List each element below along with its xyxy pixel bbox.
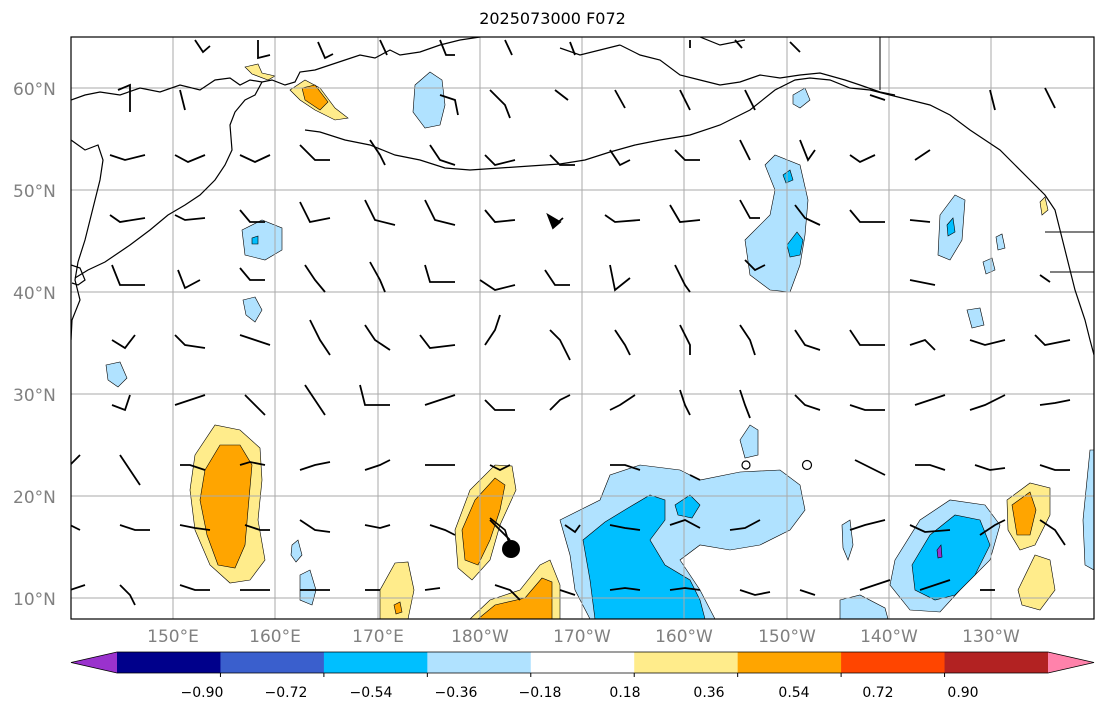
lat-label: 10°N (13, 590, 56, 610)
colorbar-tick-label: 0.72 (862, 685, 893, 701)
lon-label: 140°W (860, 627, 918, 647)
colorbar-tick-label: −0.36 (435, 685, 478, 701)
negative-contour-small-9 (792, 87, 811, 109)
lon-label: 150°W (758, 627, 816, 647)
colorbar-tick-label: −0.90 (181, 685, 224, 701)
colorbar-ticks (219, 673, 946, 677)
map-title: 2025073000 F072 (479, 9, 626, 28)
negative-contour-north (412, 71, 446, 129)
colorbar-segment (220, 652, 325, 673)
negative-core-east-ridge (946, 217, 956, 237)
map-frame (70, 36, 1095, 620)
lon-label: 160°W (655, 627, 713, 647)
colorbar-segment (530, 652, 635, 673)
negative-contour-small-5 (1082, 449, 1094, 571)
colorbar-extend-high (1048, 652, 1094, 673)
country-borders (879, 37, 1094, 273)
lon-label: 160°E (249, 627, 301, 647)
colorbar-tick-label: 0.90 (947, 685, 978, 701)
lat-label: 50°N (13, 182, 56, 202)
negative-core-central-2 (674, 494, 701, 519)
coastlines (71, 37, 1094, 356)
graticule (71, 37, 1094, 619)
anomaly-shading (105, 63, 1094, 619)
negative-core-arc-top (782, 169, 794, 184)
coast-northwest (1059, 229, 1094, 356)
colorbar-segment (944, 652, 1049, 673)
colorbar-segment (841, 652, 946, 673)
negative-core-arc (786, 231, 804, 258)
latitude-labels: 60°N 50°N 40°N 30°N 20°N 10°N (13, 80, 56, 610)
lat-label: 60°N (13, 80, 56, 100)
negative-contour-small-7 (841, 519, 854, 561)
coast-japan (71, 264, 86, 286)
small-island-marker-1 (741, 460, 751, 470)
lon-label: 170°W (553, 627, 611, 647)
lon-label: 180°W (451, 627, 509, 647)
colorbar-extend-low (71, 652, 117, 673)
wind-barbs (71, 39, 1071, 606)
colorbar-tick-label: −0.54 (350, 685, 393, 701)
colorbar-tick-label: 0.54 (778, 685, 809, 701)
lon-label: 130°W (962, 627, 1020, 647)
positive-contour-north-2 (244, 63, 276, 81)
colorbar-tick-label: 0.18 (609, 685, 640, 701)
coast-north-alaska (559, 37, 746, 56)
colorbar-tick-label: −0.18 (519, 685, 562, 701)
storm-track-segment (489, 517, 512, 550)
colorbar-segment (427, 652, 532, 673)
positive-core-central (461, 477, 506, 566)
lon-label: 170°E (352, 627, 404, 647)
lat-label: 30°N (13, 386, 56, 406)
colorbar-tick-label: 0.36 (693, 685, 724, 701)
positive-contour-east-2 (1017, 554, 1056, 611)
positive-contour-coast (1039, 196, 1049, 216)
positive-core-south (477, 577, 553, 619)
coast-okhotsk (71, 139, 104, 341)
colorbar-segments (70, 651, 1095, 674)
negative-contour-small-6 (299, 569, 317, 606)
coast-asia (71, 37, 481, 101)
negative-contour-small-8 (966, 307, 985, 329)
colorbar-outline (70, 651, 1095, 674)
negative-contour-small-4 (839, 594, 889, 619)
lat-label: 20°N (13, 488, 56, 508)
longitude-labels: 150°E 160°E 170°E 180°W 170°W 160°W 150°… (147, 627, 1020, 647)
negative-contour-small-12 (995, 233, 1006, 251)
negative-contour-arc (744, 154, 809, 293)
coast-kamchatka (74, 81, 263, 279)
negative-contour-small-2 (105, 361, 128, 388)
negative-contour-small-11 (982, 257, 996, 275)
coast-alaska (619, 44, 896, 96)
lon-label: 150°E (147, 627, 199, 647)
negative-core-purple (936, 544, 943, 559)
colorbar-segment (634, 652, 739, 673)
positive-core-west (199, 444, 253, 569)
negative-contour-small-10 (290, 539, 303, 563)
positive-core-north (301, 84, 329, 111)
positive-contour-south-2 (379, 561, 415, 619)
colorbar-tick-label: −0.72 (265, 685, 308, 701)
colorbar-segment (737, 652, 842, 673)
negative-contour-west (241, 219, 283, 261)
coast-aleutians (304, 77, 1061, 231)
lat-label: 40°N (13, 284, 56, 304)
positive-core-east (1011, 491, 1037, 536)
small-island-marker-2 (801, 459, 813, 471)
colorbar: −0.90 −0.72 −0.54 −0.36 −0.18 0.18 0.36 … (70, 651, 1095, 701)
positive-core-south-2 (393, 601, 403, 615)
negative-core-west (251, 235, 259, 245)
negative-contour-small-1 (242, 296, 263, 323)
negative-core-eastern (911, 514, 991, 601)
colorbar-labels: −0.90 −0.72 −0.54 −0.36 −0.18 0.18 0.36 … (181, 685, 979, 701)
negative-contour-small-3 (739, 424, 759, 459)
colorbar-segment (323, 652, 428, 673)
colorbar-segment (117, 652, 221, 673)
